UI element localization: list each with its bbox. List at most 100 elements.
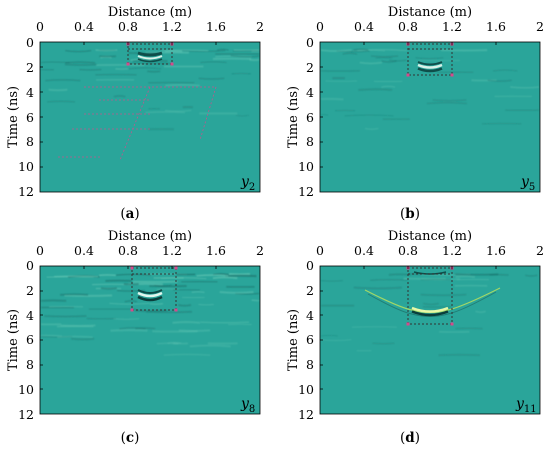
texture-band	[45, 79, 81, 82]
texture-band	[128, 67, 162, 70]
panel-b-ytick-0: 0	[306, 35, 314, 50]
panel-d-roi-box	[407, 267, 453, 325]
panel-d-tick-marks	[320, 266, 497, 390]
panel-b-ytick-3: 6	[306, 110, 314, 125]
panel-a-reflection-light	[137, 55, 163, 60]
panel-c-ytick-0: 0	[26, 258, 34, 273]
texture-band	[235, 114, 249, 117]
panel-c-xtick-3: 1.2	[162, 243, 182, 258]
panel-d-ytick-4: 8	[306, 357, 314, 372]
texture-band	[110, 329, 148, 332]
panel-b-xtick-4: 1.6	[486, 19, 506, 34]
texture-band	[359, 61, 383, 65]
panel-d-reflection-light	[411, 306, 449, 313]
panel-d-plot-background	[320, 266, 540, 414]
panel-a-reflection	[137, 51, 163, 63]
texture-band	[364, 127, 379, 130]
texture-band	[134, 309, 168, 313]
panel-d-roi-marker	[406, 322, 410, 326]
panel-c-plot-background	[40, 266, 260, 414]
panel-c-xlabel: Distance (m)	[108, 229, 192, 244]
panel-a-series-sub: 2	[249, 182, 255, 193]
panel-b-roi-box	[407, 43, 453, 76]
panel-d-xtick-0: 0	[316, 243, 324, 258]
texture-band	[342, 52, 358, 55]
texture-band	[65, 49, 92, 53]
texture-band	[381, 85, 396, 88]
texture-band	[422, 302, 439, 306]
panel-a-reflection-dark-2	[137, 58, 163, 63]
panel-b-xtick-2: 0.8	[398, 19, 418, 34]
panel-a-ytick-3: 6	[26, 110, 34, 125]
panel-a-ytick-1: 2	[26, 60, 34, 75]
panel-b-xlabel: Distance (m)	[388, 5, 472, 20]
texture-band	[371, 55, 399, 58]
texture-band	[212, 276, 238, 280]
panel-c-reflection-dark	[137, 289, 163, 294]
panel-c-ytick-6: 12	[18, 407, 34, 422]
texture-band	[344, 114, 394, 117]
texture-band	[525, 274, 538, 277]
panel-d-ytick-5: 10	[298, 382, 314, 397]
panel-c: Distance (m) 0 0.4 0.8 1.2 1.6 2 0 2 4 6…	[6, 229, 264, 446]
texture-band	[40, 334, 63, 337]
texture-band	[372, 342, 395, 345]
panel-d-series-label: y11	[515, 396, 537, 415]
panel-b-caption-letter: b	[405, 206, 414, 222]
panel-a-series-main: y	[240, 174, 250, 190]
panel-c-xtick-5: 2	[256, 243, 264, 258]
texture-band	[116, 289, 145, 292]
panel-a: Distance (m) 0 0.4 0.8 1.2 1.6 2 0 2 4 6…	[6, 5, 264, 222]
panel-b-xtick-1: 0.4	[354, 19, 374, 34]
panel-a-reflection-dark	[137, 51, 163, 57]
panel-b-roi-marker	[450, 73, 454, 77]
panel-c-roi-marker	[130, 308, 134, 312]
texture-band	[44, 315, 87, 318]
texture-band	[70, 337, 95, 341]
panel-d-ylabel: Time (ns)	[286, 309, 301, 371]
panel-b-xtick-5: 2	[536, 19, 544, 34]
texture-band	[113, 318, 140, 320]
texture-band	[153, 284, 172, 287]
texture-band	[370, 278, 409, 281]
texture-band	[200, 61, 227, 64]
texture-band	[200, 321, 250, 324]
panel-a-xtick-5: 2	[256, 19, 264, 34]
texture-band	[130, 58, 152, 62]
texture-band	[95, 49, 118, 52]
panel-c-roi-marker	[130, 266, 134, 270]
texture-band	[455, 275, 476, 279]
texture-band	[164, 109, 192, 112]
panel-a-roi-rect	[127, 43, 173, 65]
panel-b-ylabel: Time (ns)	[286, 86, 301, 148]
panel-c-series-sub: 8	[249, 404, 255, 415]
panel-d-xlabel: Distance (m)	[388, 229, 472, 244]
panel-d-texture	[320, 273, 538, 357]
panel-a-roi-marker	[170, 62, 174, 66]
panel-c-ytick-3: 6	[26, 332, 34, 347]
panel-b: Distance (m) 0 0.4 0.8 1.2 1.6 2 0 2 4 6…	[286, 5, 544, 222]
panel-c-xtick-1: 0.4	[74, 243, 94, 258]
panel-a-caption: (a)	[120, 206, 139, 222]
texture-band	[432, 99, 467, 102]
panel-c-caption-letter: c	[126, 430, 134, 446]
panel-c-roi-markers	[130, 266, 178, 312]
texture-band	[165, 84, 200, 87]
panel-c-series-label: y8	[240, 396, 255, 415]
panel-d-xtick-5: 2	[536, 243, 544, 258]
texture-band	[189, 344, 231, 348]
panel-b-ytick-6: 12	[298, 184, 314, 199]
panel-d-xtick-3: 1.2	[442, 243, 462, 258]
panel-d-caption-letter: d	[405, 430, 415, 446]
panel-b-roi-rect	[407, 43, 453, 76]
panel-a-series-label: y2	[240, 174, 255, 193]
texture-band	[415, 57, 444, 60]
texture-band	[217, 48, 229, 51]
panel-a-ytick-5: 10	[18, 159, 34, 174]
texture-band	[320, 114, 329, 116]
panel-b-ytick-5: 10	[298, 159, 314, 174]
texture-band	[353, 286, 402, 290]
texture-band	[57, 335, 93, 339]
panel-d-ytick-0: 0	[306, 258, 314, 273]
